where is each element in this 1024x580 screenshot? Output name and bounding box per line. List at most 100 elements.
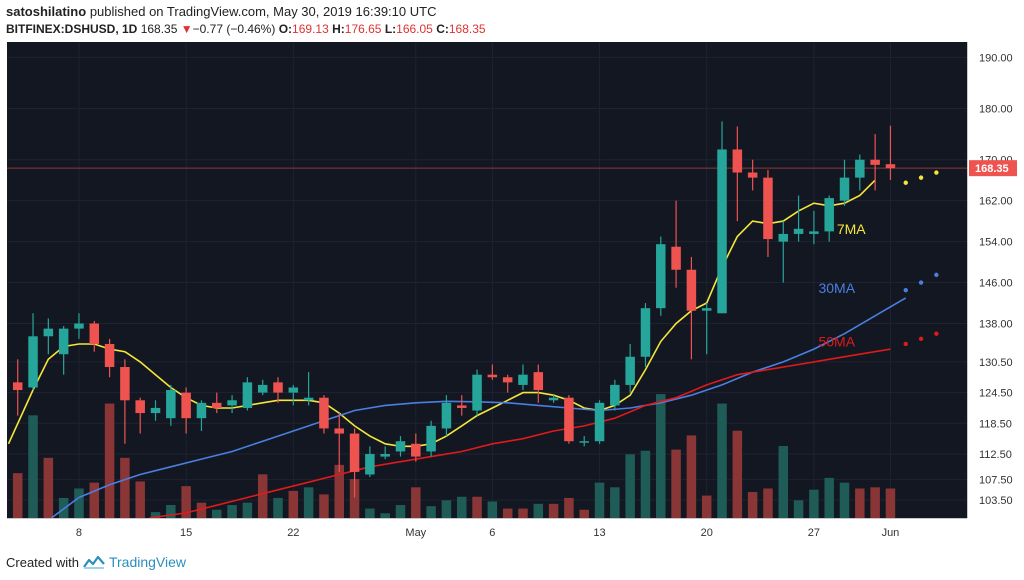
candle-body[interactable]: [303, 397, 314, 401]
candle-body[interactable]: [472, 374, 482, 411]
candle-body[interactable]: [824, 198, 834, 232]
candle-body[interactable]: [150, 407, 161, 414]
volume-bar: [380, 513, 390, 518]
volume-bar: [717, 403, 727, 518]
candle-body[interactable]: [227, 400, 237, 406]
ma-annotation-50ma: 50MA: [818, 334, 855, 350]
candle-body[interactable]: [855, 159, 865, 178]
candle-body[interactable]: [701, 308, 712, 311]
candle-body[interactable]: [564, 397, 574, 442]
time-axis-label: 20: [701, 527, 713, 539]
candle-body[interactable]: [839, 177, 850, 201]
time-axis-label: 22: [287, 527, 299, 539]
candle-body[interactable]: [732, 149, 743, 173]
price-axis-label: 112.50: [979, 449, 1012, 461]
time-axis-label: 8: [76, 527, 82, 539]
candle-body[interactable]: [74, 323, 84, 329]
candle-body[interactable]: [610, 384, 620, 406]
high-label: H:: [332, 22, 345, 36]
volume-bar: [656, 394, 666, 518]
candle-body[interactable]: [166, 390, 176, 419]
price-axis-label: 154.00: [979, 237, 1013, 249]
price-chart[interactable]: 7MA30MA50MA190.00180.00170.00162.00154.0…: [0, 42, 1024, 547]
candle-body[interactable]: [196, 402, 207, 419]
candle-body[interactable]: [870, 159, 880, 165]
time-axis-label: 15: [180, 527, 192, 539]
candle-body[interactable]: [533, 372, 544, 391]
published-text: published on TradingView.com, May 30, 20…: [89, 4, 437, 19]
candle-body[interactable]: [456, 405, 467, 408]
candle-body[interactable]: [763, 177, 773, 240]
candle-body[interactable]: [686, 269, 697, 311]
created-with-text: Created with: [6, 554, 79, 570]
time-axis-label: 6: [489, 527, 495, 539]
ma-projection-dot-7ma: [918, 175, 924, 180]
candle-body[interactable]: [548, 397, 559, 401]
low-value: 166.05: [396, 22, 433, 36]
time-axis-label: 13: [593, 527, 605, 539]
candle-body[interactable]: [502, 377, 513, 383]
candle-body[interactable]: [257, 384, 268, 393]
volume-bar: [12, 473, 23, 518]
ma-projection-dot-50ma: [903, 341, 908, 347]
volume-bar: [885, 488, 896, 518]
candle-body[interactable]: [671, 246, 681, 270]
candle-body[interactable]: [717, 149, 727, 314]
volume-bar: [502, 508, 513, 518]
candle-body[interactable]: [395, 441, 406, 452]
price-axis-label: 162.00: [979, 196, 1013, 208]
volume-bar: [89, 482, 100, 518]
candle-body[interactable]: [349, 433, 360, 472]
candle-body[interactable]: [487, 374, 498, 378]
candle-body[interactable]: [242, 382, 253, 408]
candle-body[interactable]: [809, 231, 819, 234]
candle-body[interactable]: [58, 328, 69, 355]
candle-body[interactable]: [273, 382, 283, 393]
volume-bar: [564, 497, 574, 518]
candle-body[interactable]: [441, 402, 452, 429]
candle-body[interactable]: [885, 164, 896, 169]
candle-body[interactable]: [89, 323, 100, 344]
candle-body[interactable]: [181, 392, 191, 419]
volume-bar: [441, 500, 452, 518]
price-axis-label: 190.00: [979, 52, 1013, 64]
candle-body[interactable]: [365, 454, 375, 475]
volume-bar: [43, 457, 54, 518]
candle-body[interactable]: [43, 328, 54, 337]
candle-body[interactable]: [625, 356, 635, 385]
author-name[interactable]: satoshilatino: [6, 4, 87, 19]
candle-body[interactable]: [579, 441, 589, 443]
down-arrow-icon: ▼: [180, 22, 193, 36]
volume-bar: [319, 494, 329, 518]
volume-bar: [472, 496, 482, 518]
candle-body[interactable]: [120, 367, 130, 401]
candle-body[interactable]: [778, 233, 789, 242]
price-axis-label: 124.50: [979, 388, 1013, 400]
volume-bar: [870, 487, 880, 518]
candle-body[interactable]: [334, 428, 344, 434]
candle-body[interactable]: [380, 454, 390, 457]
volume-bar: [640, 450, 651, 518]
candle-body[interactable]: [28, 336, 38, 388]
plot-area[interactable]: [7, 42, 967, 518]
volume-bar: [196, 502, 207, 518]
volume-bar: [855, 488, 865, 518]
candle-body[interactable]: [104, 343, 115, 368]
candle-body[interactable]: [319, 397, 329, 429]
candle-body[interactable]: [640, 308, 651, 357]
candle-body[interactable]: [212, 402, 222, 408]
candle-body[interactable]: [12, 382, 23, 391]
candle-body[interactable]: [594, 402, 605, 442]
ma-projection-dot-30ma: [903, 288, 908, 293]
tradingview-brand[interactable]: TradingView: [108, 554, 187, 570]
candle-body[interactable]: [793, 228, 804, 234]
volume-bar: [166, 505, 176, 518]
candle-body[interactable]: [135, 400, 145, 414]
candle-body[interactable]: [747, 172, 758, 178]
candle-body[interactable]: [656, 244, 666, 309]
candle-body[interactable]: [411, 443, 421, 457]
candle-body[interactable]: [518, 374, 528, 385]
volume-bar: [732, 430, 743, 518]
candle-body[interactable]: [288, 387, 299, 393]
candle-body[interactable]: [426, 425, 436, 452]
